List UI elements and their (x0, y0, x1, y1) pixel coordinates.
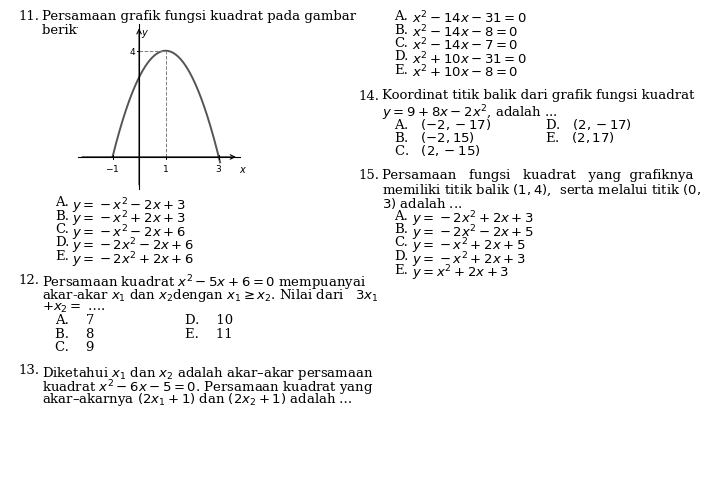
Text: A.: A. (394, 10, 408, 23)
Text: berikut adalah….: berikut adalah…. (42, 24, 158, 37)
Text: Persamaan   fungsi   kuadrat   yang  grafiknya: Persamaan fungsi kuadrat yang grafiknya (382, 169, 693, 182)
Text: Koordinat titik balik dari grafik fungsi kuadrat: Koordinat titik balik dari grafik fungsi… (382, 89, 694, 102)
Text: kuadrat $x^2 - 6x - 5 = 0$. Persamaan kuadrat yang: kuadrat $x^2 - 6x - 5 = 0$. Persamaan ku… (42, 377, 374, 397)
Text: akar-akar $x_1$ dan $x_2$dengan $x_1 \geq x_2$. Nilai dari   $3x_1$: akar-akar $x_1$ dan $x_2$dengan $x_1 \ge… (42, 287, 379, 304)
Text: C.    9: C. 9 (55, 340, 94, 353)
Text: D.    10: D. 10 (185, 313, 233, 326)
Text: $3$: $3$ (215, 162, 222, 173)
Text: $y = 9 + 8x - 2x^2$, adalah ...: $y = 9 + 8x - 2x^2$, adalah ... (382, 103, 558, 122)
Text: $x^2 + 10x - 8 = 0$: $x^2 + 10x - 8 = 0$ (412, 64, 518, 81)
Text: E.: E. (394, 263, 408, 276)
Text: $y = -2x^2 + 2x + 3$: $y = -2x^2 + 2x + 3$ (412, 209, 534, 228)
Text: 15.: 15. (358, 169, 379, 182)
Text: $y = -x^2 + 2x + 3$: $y = -x^2 + 2x + 3$ (412, 249, 526, 269)
Text: $x$: $x$ (238, 164, 247, 174)
Text: $y = -x^2 + 2x + 5$: $y = -x^2 + 2x + 5$ (412, 236, 526, 256)
Text: $+ x_2=$ ….: $+ x_2=$ …. (42, 300, 106, 314)
Text: E.   $(2, 17)$: E. $(2, 17)$ (545, 130, 615, 145)
Text: $3)$ adalah ...: $3)$ adalah ... (382, 195, 462, 210)
Text: B.    8: B. 8 (55, 327, 94, 340)
Text: Persamaan grafik fungsi kuadrat pada gambar: Persamaan grafik fungsi kuadrat pada gam… (42, 10, 356, 23)
Text: Persamaan kuadrat $x^2 - 5x + 6 = 0$ mempuanyai: Persamaan kuadrat $x^2 - 5x + 6 = 0$ mem… (42, 273, 366, 293)
Text: $y = -x^2 + 2x + 3$: $y = -x^2 + 2x + 3$ (72, 209, 186, 228)
Text: A.: A. (55, 195, 69, 208)
Text: $y = -2x^2 + 2x + 6$: $y = -2x^2 + 2x + 6$ (72, 249, 194, 269)
Text: 12.: 12. (18, 273, 39, 286)
Text: B.: B. (55, 209, 69, 222)
Text: A.   $(-2,-17)$: A. $(-2,-17)$ (394, 116, 491, 131)
Text: 11.: 11. (18, 10, 39, 23)
Text: C.   $(2,-15)$: C. $(2,-15)$ (394, 143, 480, 158)
Text: A.    7: A. 7 (55, 313, 94, 326)
Text: Diketahui $x_1$ dan $x_2$ adalah akar–akar persamaan: Diketahui $x_1$ dan $x_2$ adalah akar–ak… (42, 364, 374, 381)
Text: D.: D. (55, 236, 69, 249)
Text: $y = -2x^2 - 2x + 6$: $y = -2x^2 - 2x + 6$ (72, 236, 194, 256)
Text: B.   $(-2, 15)$: B. $(-2, 15)$ (394, 130, 475, 145)
Text: $x^2 + 10x - 31 = 0$: $x^2 + 10x - 31 = 0$ (412, 51, 527, 67)
Text: $x^2 - 14x - 8 = 0$: $x^2 - 14x - 8 = 0$ (412, 24, 518, 40)
Text: $-1$: $-1$ (105, 162, 120, 173)
Text: $y = -2x^2 - 2x + 5$: $y = -2x^2 - 2x + 5$ (412, 222, 534, 242)
Text: $4$: $4$ (130, 46, 136, 57)
Text: C.: C. (55, 222, 69, 235)
Text: A.: A. (394, 209, 408, 222)
Text: 13.: 13. (18, 364, 39, 377)
Text: E.    11: E. 11 (185, 327, 233, 340)
Text: $y = -x^2 - 2x + 6$: $y = -x^2 - 2x + 6$ (72, 222, 186, 242)
Text: E.: E. (394, 64, 408, 77)
Text: D.: D. (394, 249, 408, 263)
Text: $y = -x^2 - 2x + 3$: $y = -x^2 - 2x + 3$ (72, 195, 186, 215)
Text: $x^2 - 14x - 31 = 0$: $x^2 - 14x - 31 = 0$ (412, 10, 527, 27)
Text: C.: C. (394, 37, 408, 50)
Text: D.: D. (394, 51, 408, 63)
Text: B.: B. (394, 222, 408, 235)
Text: akar–akarnya $(2x_1 + 1)$ dan $(2x_2 + 1)$ adalah …: akar–akarnya $(2x_1 + 1)$ dan $(2x_2 + 1… (42, 391, 353, 408)
Text: 14.: 14. (358, 89, 379, 102)
Text: $y$: $y$ (140, 28, 149, 40)
Text: B.: B. (394, 24, 408, 37)
Text: $x^2 - 14x - 7 = 0$: $x^2 - 14x - 7 = 0$ (412, 37, 518, 54)
Text: memiliki titik balik $(1, 4)$,  serta melalui titik $(0,$: memiliki titik balik $(1, 4)$, serta mel… (382, 182, 701, 197)
Text: $1$: $1$ (162, 162, 169, 173)
Text: D.   $(2,-17)$: D. $(2,-17)$ (545, 116, 632, 131)
Text: C.: C. (394, 236, 408, 249)
Text: E.: E. (55, 249, 69, 263)
Text: $y =  x^2 + 2x + 3$: $y = x^2 + 2x + 3$ (412, 263, 509, 283)
